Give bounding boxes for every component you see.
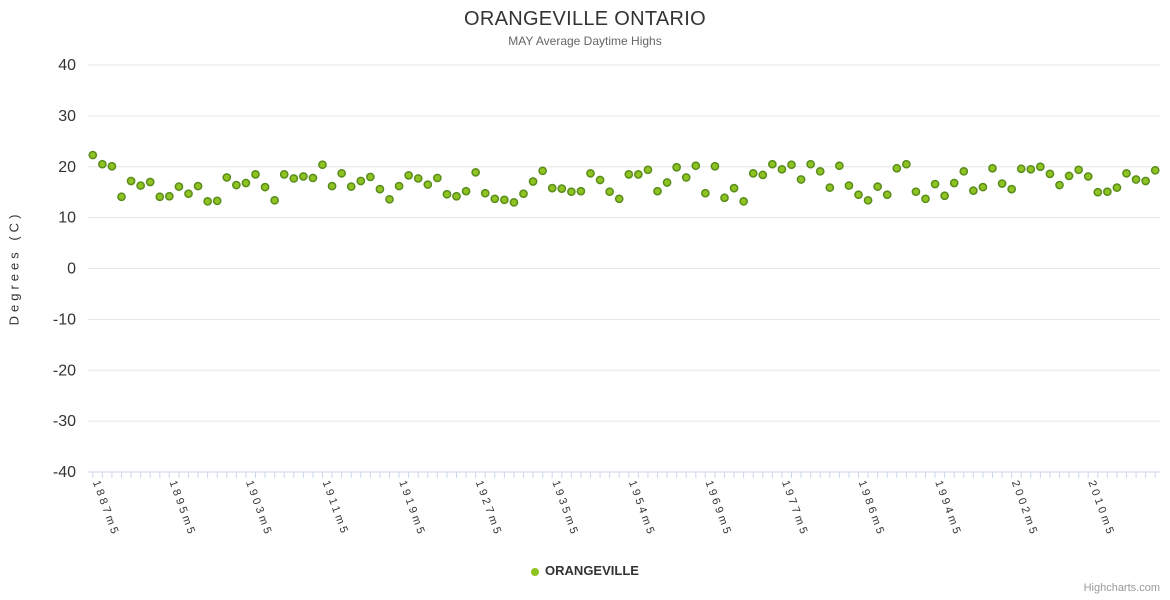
svg-text:30: 30 (58, 108, 76, 125)
svg-text:10: 10 (58, 210, 76, 227)
svg-text:-10: -10 (53, 311, 76, 328)
svg-text:2002m5: 2002m5 (1009, 479, 1040, 539)
svg-text:1911m5: 1911m5 (320, 479, 351, 538)
svg-text:1994m5: 1994m5 (932, 479, 963, 539)
svg-text:-30: -30 (53, 413, 76, 430)
svg-text:1954m5: 1954m5 (626, 479, 657, 539)
svg-text:2010m5: 2010m5 (1085, 479, 1116, 539)
svg-text:1895m5: 1895m5 (167, 479, 198, 539)
svg-text:1969m5: 1969m5 (703, 479, 734, 539)
svg-text:1977m5: 1977m5 (779, 479, 810, 539)
svg-text:-40: -40 (53, 464, 76, 481)
svg-text:0: 0 (67, 261, 76, 278)
svg-text:1887m5: 1887m5 (90, 479, 121, 539)
svg-text:1927m5: 1927m5 (473, 479, 504, 539)
svg-text:-20: -20 (53, 362, 76, 379)
svg-text:1986m5: 1986m5 (856, 479, 887, 539)
svg-text:40: 40 (58, 57, 76, 74)
svg-text:1903m5: 1903m5 (243, 479, 274, 539)
svg-text:1935m5: 1935m5 (549, 479, 580, 539)
svg-text:20: 20 (58, 159, 76, 176)
svg-text:1919m5: 1919m5 (396, 479, 427, 539)
